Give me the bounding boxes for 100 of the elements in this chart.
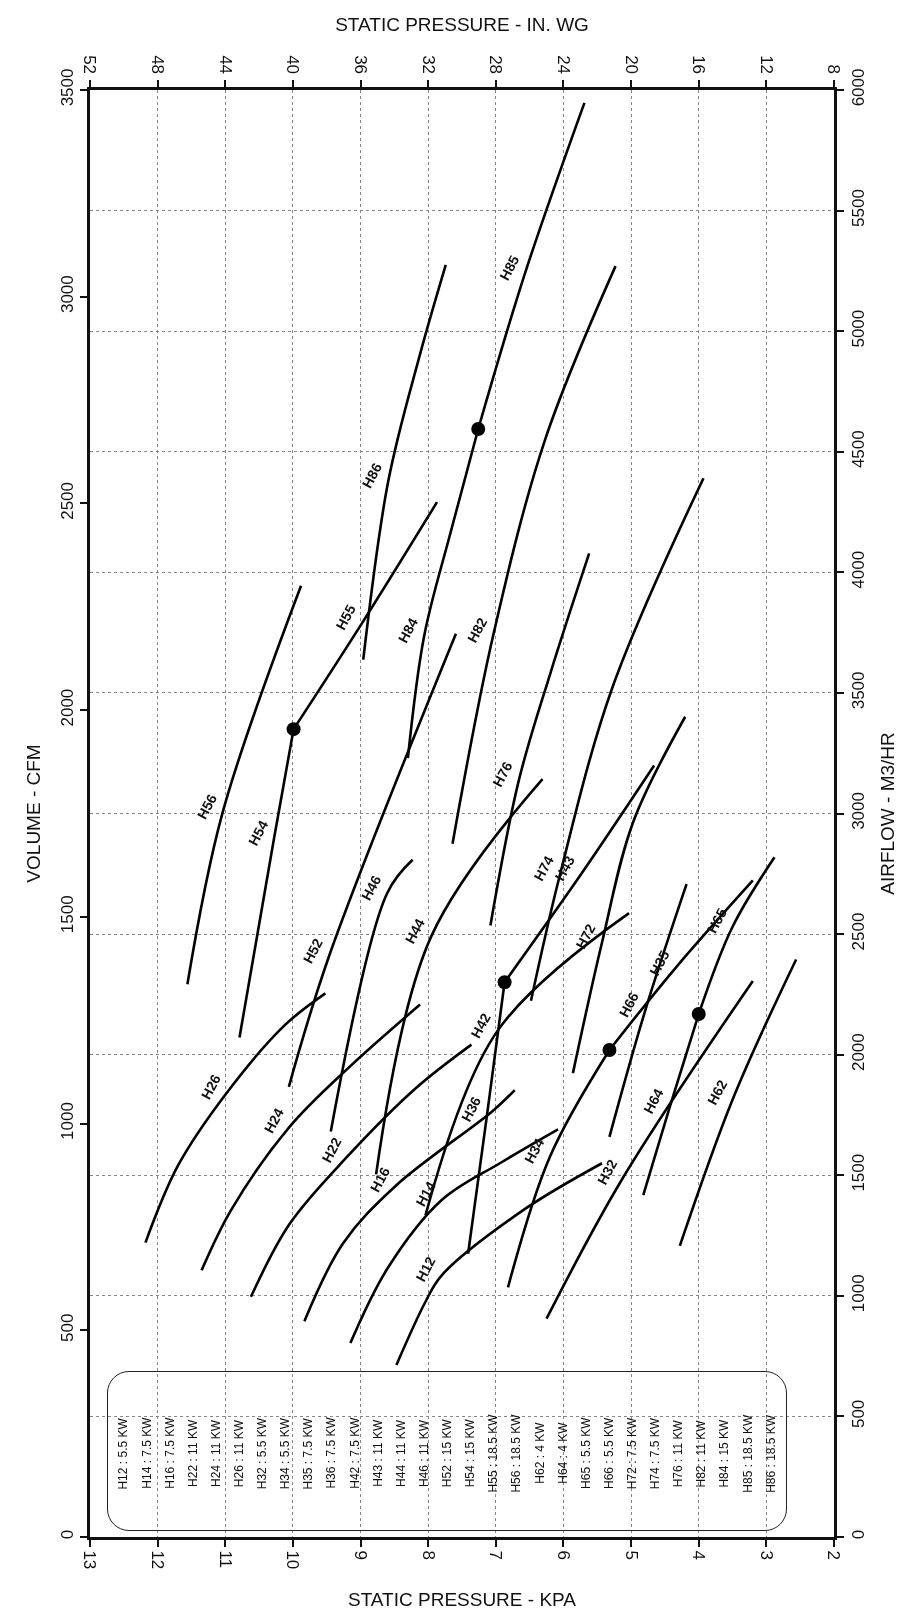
x-tick-label: 6 [553, 1550, 573, 1560]
text: H26 [197, 1071, 224, 1102]
y2-tick-label: 4500 [849, 430, 869, 469]
annotation: H76 : 11 KW [671, 1419, 686, 1488]
x2-tick-label: 28 [486, 55, 506, 75]
y2-tick-label: 1500 [849, 1153, 869, 1192]
text: H44 [401, 915, 428, 947]
x2-tick-label: 32 [418, 55, 438, 75]
y2-tick-label: 3500 [849, 671, 869, 710]
annotation: H72 : 7.5 KW [624, 1417, 639, 1490]
annotation: H34 : 5.5 KW [278, 1417, 293, 1490]
text: H65 [703, 905, 731, 936]
annotation: H54 : 15 KW [463, 1418, 478, 1488]
annotation: H62 : 4 KW [532, 1421, 547, 1484]
text: H55 [332, 601, 359, 633]
text: H72 [572, 921, 599, 952]
y-tick-label: 1500 [58, 895, 78, 934]
text: H34 [521, 1135, 548, 1166]
y2-tick-label: 5500 [849, 189, 869, 227]
y-tick-label: 3500 [58, 68, 78, 107]
text: H64 [640, 1085, 667, 1117]
text: H62 [704, 1077, 731, 1108]
x-tick-label: 7 [486, 1550, 506, 1560]
text: H16 [366, 1164, 394, 1195]
annotation: H56 : 18.5 KW [509, 1413, 524, 1493]
annotation: H36 : 7.5 KW [324, 1416, 339, 1489]
x-tick-label: 3 [756, 1550, 776, 1560]
annotation: H84 : 15 KW [717, 1418, 732, 1488]
text: H86 [358, 460, 386, 491]
text: H35 [646, 947, 673, 979]
y-tick-label: 0 [58, 1529, 78, 1540]
text: H56 [193, 791, 221, 822]
text: H66 [615, 989, 643, 1020]
x2-tick-label: 20 [621, 55, 641, 75]
x-tick-label: 4 [689, 1550, 709, 1560]
x2-tick-label: 52 [80, 55, 100, 75]
text: H52 [299, 935, 327, 966]
x2-tick-label: 36 [351, 55, 371, 75]
annotation: H42 : 7.5 KW [347, 1416, 362, 1489]
y2-tick-label: 500 [849, 1399, 869, 1429]
y-axis-title: VOLUME - CFM [23, 744, 44, 883]
annotation: H35 : 7.5 KW [301, 1417, 316, 1490]
x2-axis-title: STATIC PRESSURE - IN. WG [335, 13, 589, 35]
x2-tick-label: 40 [283, 55, 303, 75]
x-tick-label: 12 [148, 1550, 168, 1570]
text: H42 [467, 1010, 494, 1041]
y2-tick-label: 1000 [849, 1274, 869, 1313]
annotation: H82 : 11 KW [694, 1419, 709, 1488]
y2-tick-label: 3000 [849, 792, 869, 830]
x2-tick-label: 44 [215, 55, 235, 75]
x2-tick-label: 24 [553, 55, 573, 75]
annotation: H86 : 18.5 KW [763, 1414, 778, 1493]
annotation: H55 : 18.5 KW [486, 1413, 501, 1493]
text: H24 [260, 1105, 287, 1136]
annotation: H44 : 11 KW [393, 1419, 408, 1487]
y2-tick-label: 6000 [849, 68, 869, 107]
x-tick-label: 5 [621, 1550, 641, 1560]
y2-tick-label: 5000 [849, 309, 869, 348]
text: H22 [318, 1134, 345, 1166]
annotation: H52 : 15 KW [440, 1418, 455, 1488]
text: H36 [457, 1093, 485, 1125]
annotation: H66 : 5.5 KW [601, 1416, 616, 1490]
annotation: H16 : 7.5 KW [162, 1416, 177, 1489]
annotation: H74 : 7.5 KW [648, 1417, 663, 1490]
text: H82 [464, 614, 491, 646]
x-tick-label: 10 [283, 1550, 303, 1570]
text: H54 [245, 817, 272, 849]
x-axis-title: STATIC PRESSURE - KPA [347, 1589, 577, 1610]
y-tick-label: 2000 [58, 688, 78, 727]
x-tick-label: 2 [824, 1550, 844, 1560]
x-tick-label: 8 [418, 1550, 438, 1560]
x2-tick-label: 12 [756, 55, 776, 75]
x2-tick-label: 16 [689, 55, 709, 75]
text: H85 [496, 252, 523, 283]
annotation: H64 : 4 KW [555, 1421, 570, 1484]
annotation: H46 : 11 KW [416, 1419, 431, 1488]
y2-tick-label: 0 [849, 1529, 869, 1540]
text: H14 [412, 1178, 439, 1210]
y2-tick-label: 4000 [849, 550, 869, 589]
text: H46 [358, 872, 385, 904]
annotation: H14 : 7.5 KW [139, 1416, 154, 1489]
annotation: H85 : 18.5 KW [740, 1414, 755, 1493]
y2-tick-label: 2500 [849, 912, 869, 951]
annotation: H22 : 11 KW [185, 1419, 200, 1487]
annotation: H32 : 5.5 KW [255, 1417, 270, 1490]
x2-tick-label: 48 [148, 55, 168, 75]
annotation: H65 : 5.5 KW [578, 1416, 593, 1489]
annotation: H43 : 11 KW [370, 1419, 385, 1487]
x-tick-label: 11 [215, 1550, 235, 1569]
y-tick-label: 2500 [58, 481, 78, 520]
text: H32 [594, 1156, 621, 1188]
annotation: H24 : 11 KW [208, 1419, 223, 1488]
x-tick-label: 9 [351, 1550, 371, 1560]
x-tick-label: 13 [80, 1550, 100, 1570]
annotation: H26 : 11 KW [232, 1419, 246, 1488]
text: H12 [412, 1253, 439, 1285]
y2-axis-title: AIRFLOW - M3/HR [876, 732, 898, 895]
y-tick-label: 3000 [58, 275, 78, 314]
x2-tick-label: 8 [824, 64, 844, 75]
y-tick-label: 500 [58, 1313, 78, 1342]
